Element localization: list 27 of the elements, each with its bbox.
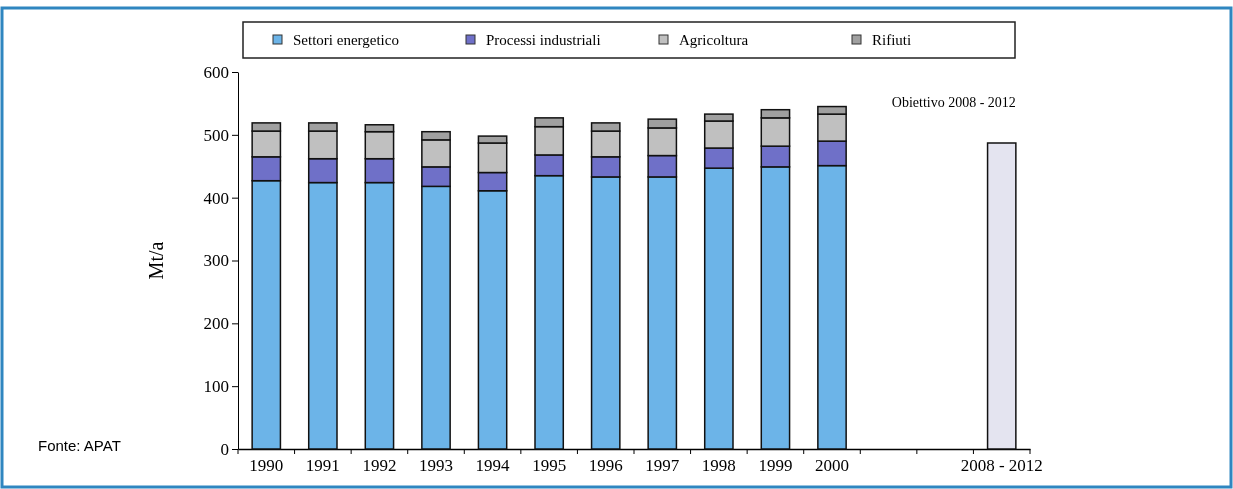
x-tick-label: 1998 [701, 455, 736, 475]
y-tick-label: 300 [203, 251, 229, 271]
annotation: Obiettivo 2008 - 2012 [891, 94, 1016, 110]
bar [986, 142, 1017, 450]
y-tick-label: 500 [203, 125, 229, 145]
x-tick-label: 2008 - 2012 [960, 455, 1043, 475]
x-tick-label: 1993 [419, 455, 453, 475]
x-tick-label: 1992 [362, 455, 397, 475]
x-tick-label: 1990 [249, 455, 284, 475]
legend-label: Settori energetico [293, 32, 399, 48]
x-tick-label: 2000 [815, 455, 849, 475]
legend-label: Rifiuti [872, 32, 912, 48]
y-tick-label: 200 [203, 314, 229, 334]
x-tick-label: 1991 [305, 455, 340, 475]
x-tick-label: 1999 [758, 455, 793, 475]
source-note: Fonte: APAT [38, 437, 121, 454]
x-tick-label: 1994 [475, 455, 511, 475]
x-tick-label: 1997 [645, 455, 680, 475]
legend-label: Processi industriali [486, 32, 601, 48]
y-axis-title: Mt/a [145, 241, 167, 280]
x-tick-label: 1995 [532, 455, 567, 475]
x-tick-label: 1996 [588, 455, 623, 475]
y-tick-label: 0 [220, 439, 229, 459]
y-tick-label: 400 [203, 188, 229, 208]
y-tick-label: 100 [203, 377, 229, 397]
y-tick-label: 600 [203, 62, 229, 82]
legend-label: Agricoltura [679, 32, 749, 48]
